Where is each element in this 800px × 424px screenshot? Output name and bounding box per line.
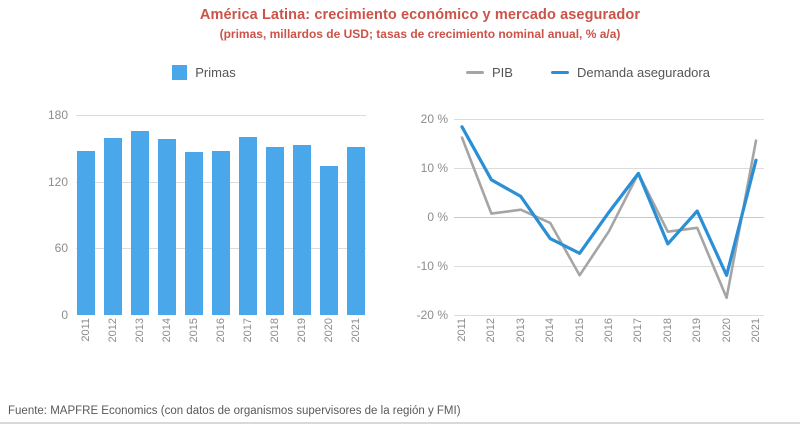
spacer bbox=[38, 315, 76, 357]
x-axis-label: 2013 bbox=[514, 318, 527, 343]
x-axis-label: 2015 bbox=[188, 318, 200, 343]
x-axis-label: 2011 bbox=[456, 318, 468, 342]
y-axis-label: 0 bbox=[61, 308, 68, 322]
page-subtitle: (primas, millardos de USD; tasas de crec… bbox=[219, 27, 621, 41]
x-axis-label: 2019 bbox=[296, 318, 308, 343]
chart-header: América Latina: crecimiento económico y … bbox=[40, 0, 800, 41]
bar-chart-x-axis: 2011 2012 2013 2014 2015 2016 2017 2018 2019 2020… bbox=[76, 315, 366, 357]
x-axis-label: 2020 bbox=[323, 318, 335, 343]
legend-swatch-square-icon bbox=[172, 64, 188, 80]
bar-chart-primas: Primas 180 120 60 0 2011 2012 2013 2014 2015 201… bbox=[38, 57, 370, 357]
bar-2014 bbox=[158, 139, 176, 315]
x-axis-label: 2014 bbox=[544, 318, 557, 343]
bar-2019 bbox=[293, 145, 311, 315]
x-axis-label: 2021 bbox=[350, 318, 362, 343]
x-axis-label: 2012 bbox=[485, 318, 498, 343]
legend-label-demanda: Demanda aseguradora bbox=[576, 64, 710, 80]
bar-chart-plot bbox=[76, 115, 366, 315]
bar-2011 bbox=[77, 150, 95, 315]
y-axis-label: 180 bbox=[47, 108, 68, 122]
x-axis-label: 2018 bbox=[661, 318, 674, 343]
line-chart-svg bbox=[460, 125, 758, 300]
legend-item-pib: PIB bbox=[466, 65, 513, 80]
spacer bbox=[521, 72, 543, 73]
bar-2013 bbox=[131, 130, 149, 315]
x-axis-label: 2011 bbox=[80, 318, 92, 342]
gridline bbox=[454, 266, 764, 267]
line-chart-y-axis: 20 % 10 % 0 % -10 % -20 % bbox=[406, 112, 448, 322]
y-axis-label: 60 bbox=[54, 241, 68, 256]
line-plot-row: 20 % 10 % 0 % -10 % -20 % bbox=[406, 112, 770, 322]
y-axis-label: 10 % bbox=[420, 161, 448, 175]
source-note: Fuente: MAPFRE Economics (con datos de o… bbox=[8, 405, 461, 417]
line-series-demanda-aseguradora bbox=[460, 125, 758, 277]
x-axis-label: 2012 bbox=[107, 318, 119, 343]
bar-2017 bbox=[239, 137, 257, 315]
line-chart-crecimiento: PIB Demanda aseguradora 20 % 10 % 0 % -10 %… bbox=[406, 57, 770, 357]
legend-item-demanda: Demanda aseguradora bbox=[550, 64, 710, 80]
bar-2018 bbox=[266, 147, 284, 315]
x-axis-label: 2017 bbox=[242, 318, 254, 343]
bar-2015 bbox=[185, 151, 203, 315]
gridline bbox=[454, 315, 764, 316]
gridline bbox=[454, 119, 764, 120]
bar-2021 bbox=[347, 147, 365, 315]
bar-2012 bbox=[104, 138, 122, 315]
line-chart-plot bbox=[454, 119, 764, 316]
x-axis-label: 2013 bbox=[134, 318, 146, 343]
bars-container bbox=[76, 115, 366, 315]
bar-2020 bbox=[320, 166, 338, 315]
x-axis-label: 2019 bbox=[691, 318, 704, 343]
bar-plot-row: 180 120 60 0 bbox=[38, 108, 370, 322]
bar-chart-y-axis: 180 120 60 0 bbox=[38, 108, 68, 322]
y-axis-label: 0 % bbox=[427, 210, 448, 224]
bar-2016 bbox=[212, 150, 230, 315]
y-axis-label: -20 % bbox=[416, 308, 448, 322]
x-axis-label: 2017 bbox=[632, 318, 645, 343]
x-axis-label: 2020 bbox=[720, 318, 733, 343]
x-axis-label: 2016 bbox=[215, 318, 227, 343]
bar-x-axis-row: 2011 2012 2013 2014 2015 2016 2017 2018 2019 2020… bbox=[38, 315, 370, 357]
page-title: América Latina: crecimiento económico y … bbox=[199, 7, 641, 23]
x-axis-label: 2016 bbox=[603, 318, 615, 343]
legend-dash-icon bbox=[550, 70, 569, 74]
x-axis-label: 2015 bbox=[573, 318, 586, 343]
gridline bbox=[454, 168, 764, 169]
legend-item-primas: Primas bbox=[172, 64, 236, 80]
y-axis-label: -10 % bbox=[416, 259, 448, 273]
x-axis-label: 2018 bbox=[269, 318, 281, 343]
line-x-axis-row: 2011 2012 2013 2014 2015 2016 2017 2018 2019 2020… bbox=[406, 315, 770, 357]
x-axis-label: 2014 bbox=[161, 318, 173, 343]
x-axis-label: 2021 bbox=[750, 318, 762, 343]
line-chart-legend: PIB Demanda aseguradora bbox=[406, 63, 770, 81]
charts-row: Primas 180 120 60 0 2011 2012 2013 2014 2015 201… bbox=[0, 57, 800, 357]
page-bottom-border bbox=[0, 422, 800, 424]
gridline bbox=[454, 217, 764, 218]
legend-label-primas: Primas bbox=[195, 64, 236, 80]
bar-chart-legend: Primas bbox=[38, 63, 370, 81]
line-series-pib bbox=[460, 136, 758, 300]
y-axis-label: 20 % bbox=[420, 112, 448, 126]
line-chart-x-axis: 2011 2012 2013 2014 2015 2016 2017 2018 2019 2020… bbox=[454, 315, 764, 357]
legend-dash-icon bbox=[466, 70, 485, 74]
legend-label-pib: PIB bbox=[492, 64, 513, 80]
y-axis-label: 120 bbox=[47, 174, 68, 189]
gridline bbox=[76, 115, 366, 116]
